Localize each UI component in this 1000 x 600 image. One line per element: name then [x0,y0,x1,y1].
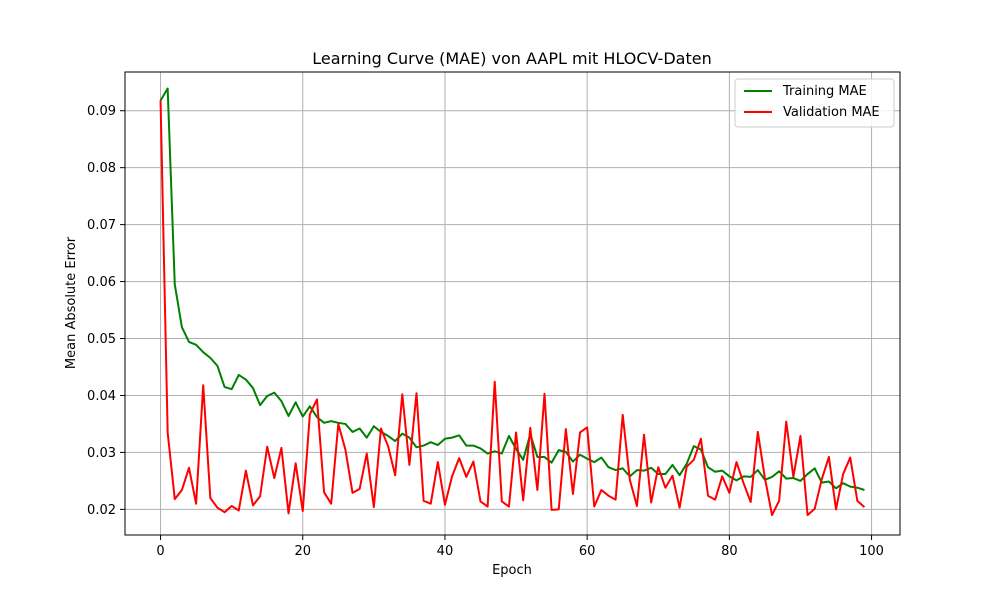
legend-label-training: Training MAE [782,84,867,99]
ticks-group: 0 20 40 60 80 100 0.02 0.03 0.04 0.05 0.06 0.07 0.08… [87,104,884,559]
y-tick-label: 0.08 [87,161,116,176]
x-tick-label: 40 [437,544,454,559]
series-group [159,87,866,517]
x-tick-label: 100 [859,544,884,559]
plot-frame [124,71,901,536]
y-tick-label: 0.02 [87,503,116,518]
validation-mae-line [159,100,866,517]
legend: Training MAE Validation MAE [734,78,895,128]
x-tick-label: 20 [294,544,311,559]
y-tick-label: 0.06 [87,275,116,290]
y-axis-label: Mean Absolute Error [64,236,79,369]
legend-box [734,78,895,128]
y-tick-label: 0.07 [87,218,116,233]
chart-title: Learning Curve (MAE) von AAPL mit HLOCV-… [312,49,711,68]
y-tick-label: 0.04 [87,389,116,404]
training-mae-line [159,87,865,491]
y-tick-label: 0.09 [87,104,116,119]
x-tick-label: 60 [579,544,596,559]
x-axis-label: Epoch [492,563,532,578]
legend-label-validation: Validation MAE [783,105,880,120]
x-tick-label: 80 [721,544,738,559]
y-tick-label: 0.05 [87,332,116,347]
x-tick-label: 0 [156,544,164,559]
y-tick-label: 0.03 [87,446,116,461]
